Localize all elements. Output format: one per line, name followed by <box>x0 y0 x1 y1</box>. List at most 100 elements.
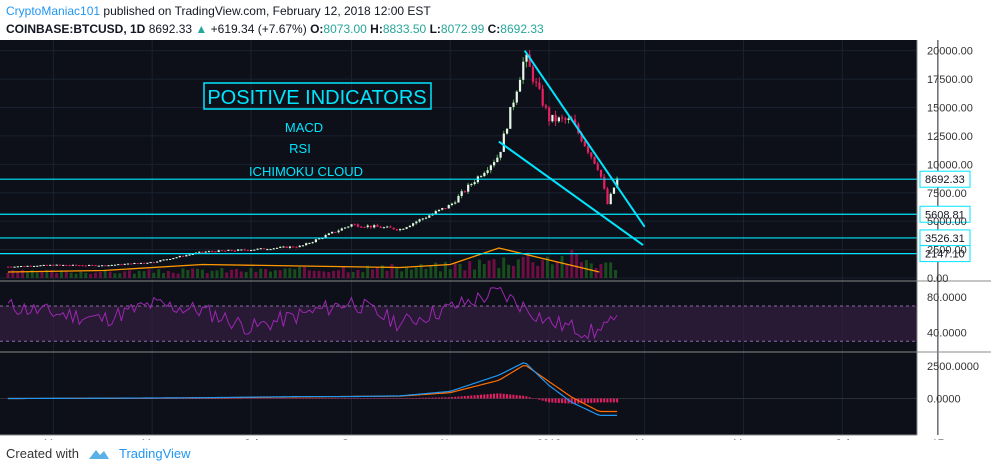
volume-bar <box>176 273 180 278</box>
volume-bar <box>142 271 146 278</box>
price-label-box <box>919 205 971 223</box>
macd-histogram-bar <box>596 398 599 403</box>
macd-histogram-bar <box>505 394 508 399</box>
macd-histogram-bar <box>405 398 408 399</box>
macd-histogram-bar <box>599 398 602 403</box>
footer: Created with TradingView <box>6 446 191 461</box>
candle-body <box>7 266 10 268</box>
volume-bar <box>356 270 360 278</box>
candle-body <box>606 188 609 205</box>
candle-body <box>269 249 272 251</box>
volume-bar <box>400 271 404 278</box>
drawings[interactable]: 8692.33 5608.81 3526.31 2147.10 <box>0 50 971 263</box>
volume-bar <box>560 255 564 278</box>
macd-histogram-bar <box>525 396 528 399</box>
macd-histogram-bar <box>535 398 538 399</box>
candle-body <box>149 262 152 264</box>
macd-histogram-bar <box>551 398 554 403</box>
candle-body <box>65 264 68 266</box>
annotation-box[interactable]: POSITIVE INDICATORS MACD RSI ICHIMOKU CL… <box>203 82 432 179</box>
macd-histogram-bar <box>460 396 463 399</box>
author-link[interactable]: CryptoManiac101 <box>6 4 101 18</box>
candle-body <box>318 238 321 240</box>
symbol-label[interactable]: COINBASE:BTCUSD, 1D <box>6 22 146 36</box>
candle-body <box>185 255 188 257</box>
macd-histogram-bar <box>450 397 453 399</box>
macd-histogram-bar <box>343 398 346 399</box>
volume-bar <box>409 269 413 278</box>
volume-bar <box>565 264 569 278</box>
macd-histogram-bar <box>379 398 382 399</box>
volume-bar <box>327 272 331 278</box>
macd-histogram-bar <box>499 393 502 399</box>
macd-histogram-bar <box>305 398 308 399</box>
candle-body <box>399 229 402 231</box>
macd-histogram-bar <box>240 398 243 399</box>
low-label: L: <box>429 22 441 36</box>
volume-bar <box>322 271 326 278</box>
macd-histogram-bar <box>574 398 576 404</box>
macd-histogram-bar <box>441 397 444 399</box>
macd-histogram-bar <box>181 398 184 399</box>
macd-histogram-bar <box>431 397 434 399</box>
candle-body <box>211 251 214 253</box>
volume-bar <box>50 270 54 278</box>
macd-histogram-bar <box>561 398 564 404</box>
candle-body <box>305 243 308 246</box>
macd-histogram-bar <box>512 394 515 399</box>
candle-body <box>470 184 473 186</box>
macd-histogram-bar <box>467 395 470 399</box>
candle-body <box>146 262 149 264</box>
candle-body <box>75 264 78 266</box>
candle-body <box>486 170 489 173</box>
macd-histogram-bar <box>327 398 330 399</box>
annotation-item-macd: MACD <box>285 120 323 135</box>
macd-histogram-bar <box>470 395 473 399</box>
macd-histogram-bar <box>318 398 321 399</box>
candle-body <box>389 226 392 228</box>
volume-bar <box>385 270 389 278</box>
y-tick-label: 2500.00 <box>927 245 967 257</box>
price-label-box <box>919 245 971 263</box>
macd-histogram-bar <box>262 398 265 399</box>
candle-body <box>266 249 269 251</box>
y-tick-label: 7500.00 <box>927 188 967 200</box>
candle-body <box>356 224 360 227</box>
macd-histogram-bar <box>285 398 288 399</box>
tradingview-brand[interactable]: TradingView <box>118 446 191 461</box>
candle-body <box>220 250 224 252</box>
trendline <box>523 50 646 228</box>
macd-histogram-bar <box>246 398 249 399</box>
y-tick-label: 17500.00 <box>927 74 973 86</box>
macd-histogram-bar <box>382 398 385 399</box>
volume-bar <box>298 266 302 278</box>
macd-histogram-bar <box>169 398 171 399</box>
macd-histogram-bar <box>457 396 460 399</box>
volume-bar <box>609 262 613 278</box>
x-tick-label: Mar <box>44 438 63 440</box>
volume-bar <box>375 267 379 278</box>
candle-body <box>169 258 172 260</box>
macd-histogram-bar <box>528 397 531 399</box>
candle-body <box>369 225 373 228</box>
candle-body <box>343 227 347 229</box>
candle-body <box>16 266 19 268</box>
candle-body <box>207 251 211 253</box>
volume-bar <box>511 265 515 278</box>
candle-body <box>457 195 460 203</box>
candle-body <box>483 172 486 177</box>
candle-body <box>198 251 201 253</box>
up-arrow-icon: ▲ <box>195 22 208 36</box>
candle-body <box>366 225 369 228</box>
candle-body <box>282 246 285 248</box>
candle-body <box>428 215 431 218</box>
macd-histogram-bar <box>175 398 178 399</box>
open-label: O: <box>310 22 324 36</box>
candle-body <box>525 54 528 62</box>
macd-histogram-bar <box>224 398 227 399</box>
macd-histogram-bar <box>369 398 372 399</box>
chart-area[interactable]: 8692.33 5608.81 3526.31 2147.10 Mar May Jul Se… <box>0 40 991 440</box>
indicator-lines <box>7 247 619 416</box>
open-value: 8073.00 <box>323 22 367 36</box>
volume-bar <box>458 263 462 278</box>
